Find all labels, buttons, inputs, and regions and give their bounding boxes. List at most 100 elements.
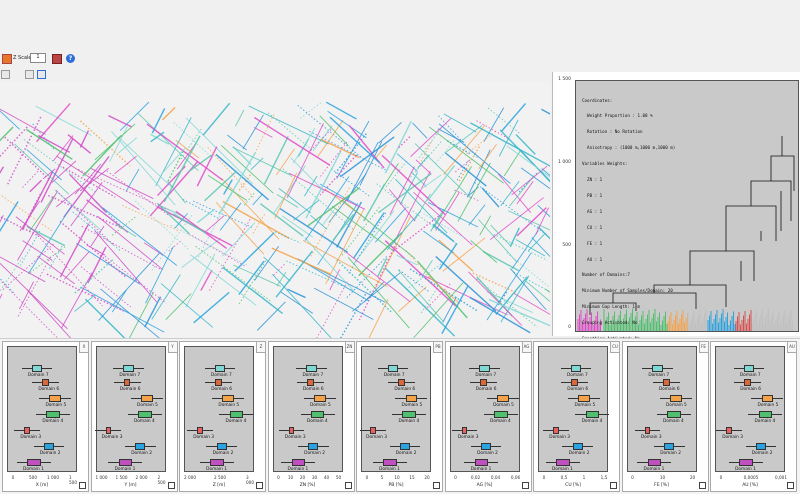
boxplot-tab[interactable]: AU bbox=[787, 342, 796, 353]
domain-label: Domain 7 bbox=[566, 373, 588, 378]
grid-icon[interactable] bbox=[167, 482, 175, 489]
boxplot-box bbox=[644, 427, 651, 434]
camera-icon[interactable] bbox=[64, 70, 73, 79]
boxplot-box bbox=[43, 443, 54, 450]
grid-icon[interactable] bbox=[344, 482, 352, 489]
boxplot-tab[interactable]: X bbox=[79, 342, 88, 353]
boxplot-tab[interactable]: ZN bbox=[344, 342, 354, 353]
boxplot-box bbox=[308, 443, 319, 450]
boxplot-panel-zn[interactable]: ZN Domain 7 Domain 6 Domain 5 Domain 4 Domain… bbox=[267, 341, 355, 492]
boxplot-tab[interactable]: AG bbox=[521, 342, 531, 353]
info-line: Weight Proportion : 1.00 % bbox=[582, 113, 653, 119]
boxplot-box bbox=[313, 395, 326, 402]
domain-label: Domain 6 bbox=[302, 387, 324, 392]
grid-icon[interactable] bbox=[433, 482, 440, 489]
boxplot-box bbox=[761, 395, 774, 402]
boxplot-box bbox=[46, 411, 60, 418]
x-tick-label: 2 500 bbox=[214, 475, 226, 480]
boxplot-box bbox=[481, 443, 492, 450]
boxplot-panel-cu[interactable]: CU Domain 7 Domain 6 Domain 5 Domain 4 Domain… bbox=[533, 341, 620, 492]
domain-label: Domain 3 bbox=[20, 435, 42, 440]
x-tick-label: 0,5 bbox=[560, 475, 568, 480]
domain-label: Domain 5 bbox=[137, 403, 158, 408]
boxplot-panel-ag[interactable]: AG Domain 7 Domain 6 Domain 5 Domain 4 Domain… bbox=[444, 341, 532, 492]
boxplot-x-label: PB [%] bbox=[388, 483, 404, 488]
boxplot-box bbox=[215, 379, 223, 386]
boxplot-box bbox=[137, 411, 152, 418]
boxplot-box bbox=[726, 427, 732, 434]
x-tick-label: 500 bbox=[29, 475, 37, 480]
boxplot-x-label: X [m] bbox=[35, 483, 49, 488]
domain-label: Domain 2 bbox=[395, 451, 417, 456]
x-tick-label: 0,02 bbox=[470, 475, 481, 480]
x-tick-label: 0 bbox=[542, 475, 546, 480]
boxplot-tab[interactable]: PB bbox=[433, 342, 442, 353]
info-line: FE : 1 bbox=[582, 240, 603, 246]
domain-label: Domain 7 bbox=[648, 373, 670, 378]
boxplot-tab[interactable]: FE bbox=[698, 342, 708, 353]
domain-label: Domain 6 bbox=[475, 387, 497, 392]
pointer-tool-icon[interactable] bbox=[12, 70, 21, 79]
boxplot-box bbox=[461, 427, 468, 434]
x-tick-label: 40 bbox=[323, 475, 330, 480]
boxplot-box bbox=[662, 379, 670, 386]
rotate-tool-icon[interactable] bbox=[1, 70, 10, 79]
x-tick-label: 20 bbox=[299, 475, 306, 480]
boxplot-box bbox=[664, 443, 675, 450]
dendrogram-panel: 1 500 1 000 500 0 Coordinates: Weight Pr… bbox=[552, 72, 800, 341]
domain-label: Domain 2 bbox=[477, 451, 498, 456]
x-tick-label: 0 bbox=[454, 475, 457, 480]
grid-icon[interactable] bbox=[79, 482, 86, 489]
boxplot-box bbox=[222, 395, 234, 402]
settings-icon[interactable] bbox=[52, 54, 62, 64]
domain-label: Domain 2 bbox=[212, 451, 234, 456]
grid-icon[interactable] bbox=[787, 482, 794, 489]
x-tick-label: 10 bbox=[287, 475, 294, 480]
domain-label: Domain 4 bbox=[662, 419, 684, 424]
boxplot-panel-au[interactable]: AU Domain 7 Domain 6 Domain 5 Domain 4 Domain… bbox=[710, 341, 797, 492]
scale-input[interactable]: 1 bbox=[30, 53, 46, 63]
boxplot-tab[interactable]: Z bbox=[256, 342, 265, 353]
grid-icon[interactable] bbox=[698, 482, 706, 489]
boxplot-panel-z[interactable]: Z Domain 7 Domain 6 Domain 5 Domain 4 Domain … bbox=[179, 341, 266, 492]
boxplot-panel-pb[interactable]: PB Domain 7 Domain 6 Domain 5 Domain 4 Domain… bbox=[356, 341, 443, 492]
y-tick-0: 0 bbox=[568, 325, 571, 330]
grid-icon[interactable] bbox=[256, 482, 263, 489]
info-line: Minimum Gap Length: 1 m bbox=[582, 304, 640, 310]
axis-tool-icon[interactable] bbox=[50, 70, 59, 79]
y-tick-1000: 1 000 bbox=[558, 160, 571, 165]
x-tick-label: 0,06 bbox=[510, 475, 521, 480]
x-tick-label: 15 bbox=[409, 475, 415, 480]
grid-icon[interactable] bbox=[610, 482, 617, 489]
boxplot-box bbox=[570, 365, 582, 372]
measure-icon[interactable] bbox=[76, 70, 85, 79]
grid-icon[interactable] bbox=[521, 482, 529, 489]
domain-label: Domain 3 bbox=[722, 435, 743, 440]
domain-label: Domain 4 bbox=[490, 419, 511, 424]
boxplot-box bbox=[474, 459, 489, 466]
boxplot-tab[interactable]: CU bbox=[610, 342, 619, 353]
info-line: Anisotropy : (1000 m,1000 m,1000 m) bbox=[582, 145, 676, 151]
fit-view-icon[interactable] bbox=[25, 70, 34, 79]
scale-icon[interactable] bbox=[2, 54, 12, 64]
boxplot-tab[interactable]: Y bbox=[167, 342, 177, 353]
boxplot-box bbox=[42, 379, 50, 386]
x-tick-label: 5 bbox=[380, 475, 384, 480]
boxplot-box bbox=[399, 443, 410, 450]
boxplot-panel-x[interactable]: X Domain 7 Domain 6 Domain 5 Domain 4 Domain … bbox=[2, 341, 89, 492]
x-tick-label: 30 bbox=[311, 475, 318, 480]
boxplot-x-label: ZN [%] bbox=[299, 483, 316, 488]
domain-label: Domain 6 bbox=[38, 387, 60, 392]
select-tool-icon[interactable] bbox=[37, 70, 46, 79]
boxplot-panel-y[interactable]: Y Domain 7 Domain 6 Domain 5 Domain 4 Domain … bbox=[90, 341, 178, 492]
help-icon[interactable]: ? bbox=[66, 54, 75, 63]
light-icon[interactable] bbox=[88, 70, 97, 79]
boxplot-box bbox=[123, 379, 131, 386]
drillhole-3d-view[interactable] bbox=[0, 82, 550, 340]
domain-label: Domain 3 bbox=[549, 435, 571, 440]
domain-label: Domain 1 bbox=[114, 467, 136, 472]
boxplot-box bbox=[31, 365, 42, 372]
boxplot-panel-fe[interactable]: FE Domain 7 Domain 6 Domain 5 Domain 4 Domain… bbox=[621, 341, 709, 492]
export-icon[interactable] bbox=[100, 70, 109, 79]
dendrogram-plot[interactable]: Coordinates: Weight Proportion : 1.00 % … bbox=[575, 80, 799, 341]
